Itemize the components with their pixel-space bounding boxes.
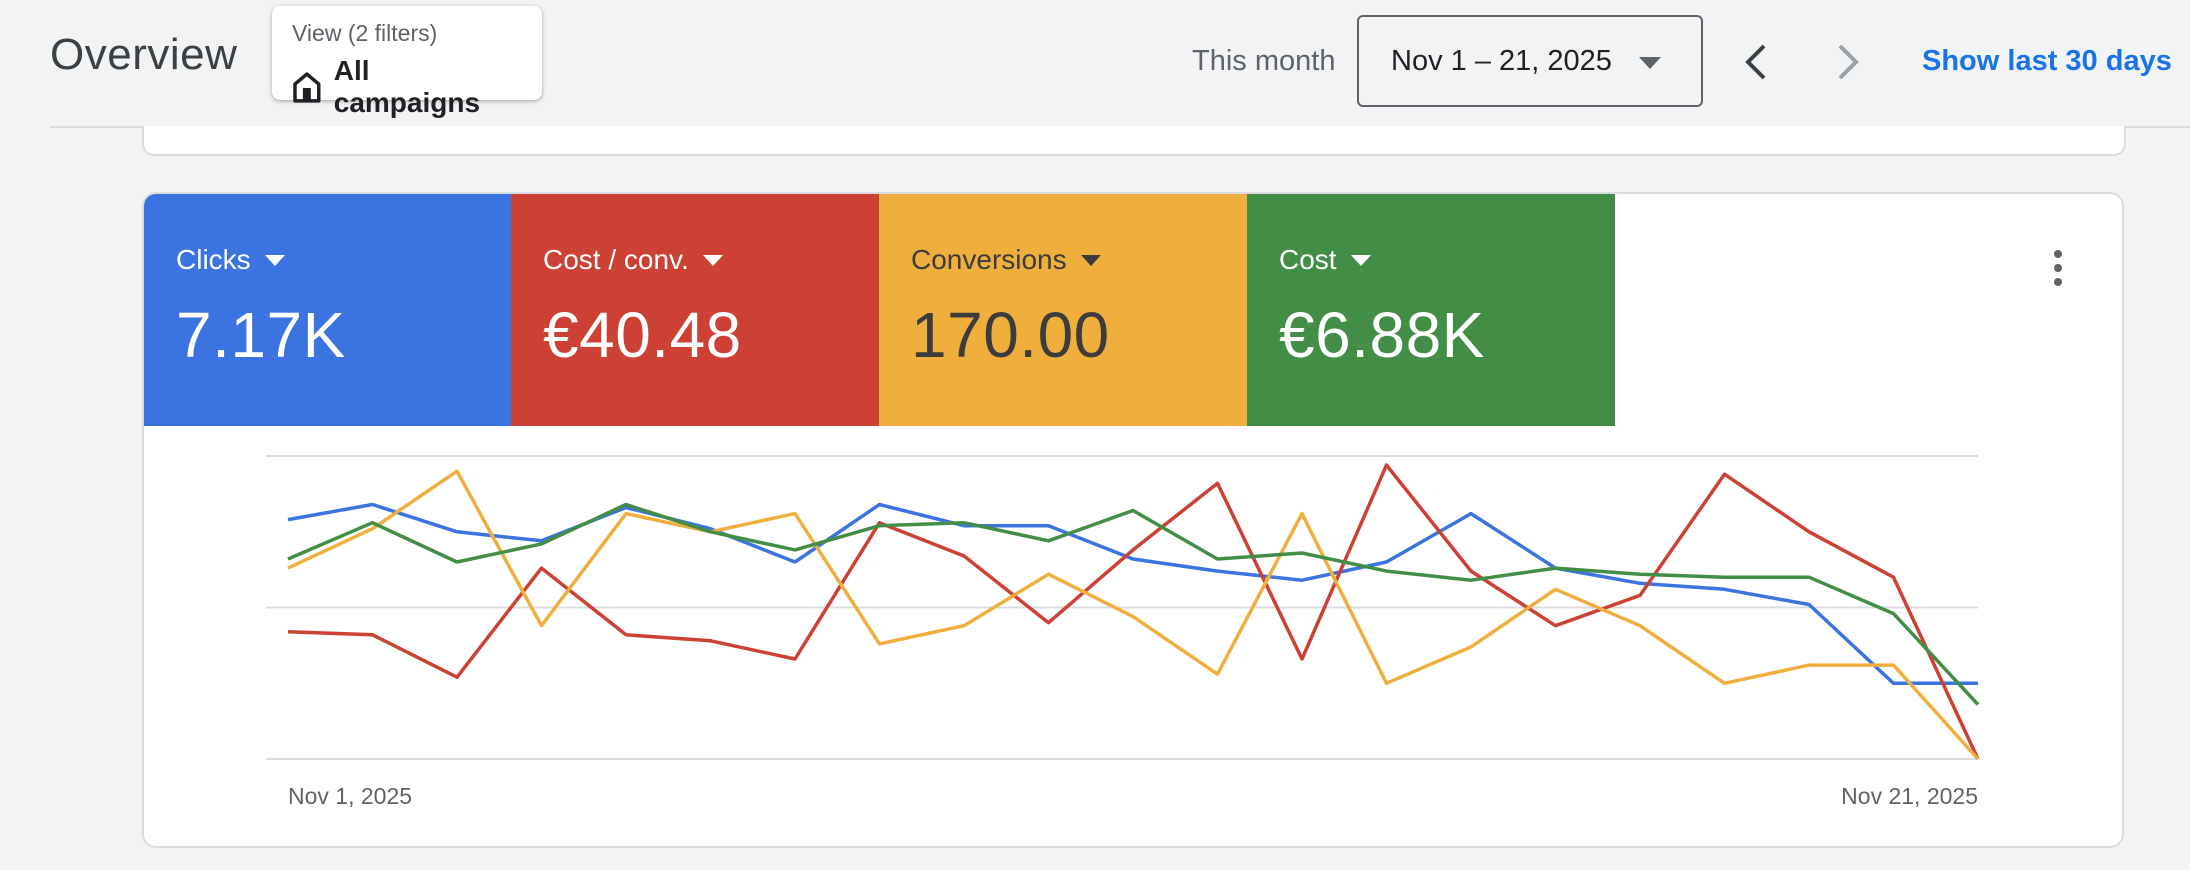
scorecard-row: Clicks 7.17K Cost / conv. €40.48 Convers…: [144, 194, 1615, 426]
scorecard-label: Cost: [1279, 244, 1337, 275]
scorecard-value: 170.00: [911, 299, 1110, 371]
x-tick-label: Nov 1, 2025: [288, 783, 412, 809]
scorecard-value: 7.17K: [176, 299, 346, 371]
scorecard-cost-per-conv[interactable]: Cost / conv. €40.48: [511, 194, 879, 426]
caret-down-icon: [1080, 254, 1101, 266]
scorecard-label: Conversions: [911, 244, 1067, 275]
caret-down-icon: [1639, 57, 1661, 69]
building-icon: [293, 72, 321, 103]
date-range-value: Nov 1 – 21, 2025: [1391, 44, 1612, 77]
view-filter-label: All campaigns: [333, 55, 481, 118]
scorecard-label: Cost / conv.: [543, 244, 689, 275]
view-filter-subtitle: View (2 filters): [292, 20, 438, 46]
show-last-30-days-link[interactable]: Show last 30 days: [1922, 45, 2172, 77]
previous-card-bottom: [142, 126, 2126, 156]
series-line-clicks: [287, 502, 1978, 686]
top-bar: Overview View (2 filters) All campaigns …: [0, 0, 2190, 126]
chevron-right-icon[interactable]: [1826, 38, 1870, 86]
caret-down-icon: [1350, 254, 1371, 266]
scorecard-clicks[interactable]: Clicks 7.17K: [144, 194, 511, 426]
series-line-cost: [287, 502, 1980, 706]
scorecard-value: €40.48: [543, 299, 742, 371]
scorecard-cost[interactable]: Cost €6.88K: [1247, 194, 1615, 426]
chevron-left-icon[interactable]: [1734, 38, 1778, 86]
caret-down-icon: [702, 254, 723, 266]
caret-down-icon: [264, 254, 285, 266]
scorecard-value: €6.88K: [1279, 299, 1485, 371]
view-filter-button[interactable]: View (2 filters) All campaigns: [272, 6, 542, 118]
scorecard-conversions[interactable]: Conversions 170.00: [879, 194, 1247, 426]
page-title: Overview: [50, 30, 238, 79]
date-range-dropdown[interactable]: Nov 1 – 21, 2025: [1357, 15, 1703, 107]
x-tick-label: Nov 21, 2025: [1841, 783, 1978, 809]
period-label: This month: [1192, 45, 1336, 77]
more-vert-icon[interactable]: [2050, 248, 2066, 288]
performance-chart-card: Clicks 7.17K Cost / conv. €40.48 Convers…: [142, 192, 2124, 848]
series-line-conversions: [287, 469, 1980, 761]
line-chart: Nov 1, 2025 Nov 21, 2025: [266, 455, 1980, 809]
scorecard-label: Clicks: [176, 244, 251, 275]
